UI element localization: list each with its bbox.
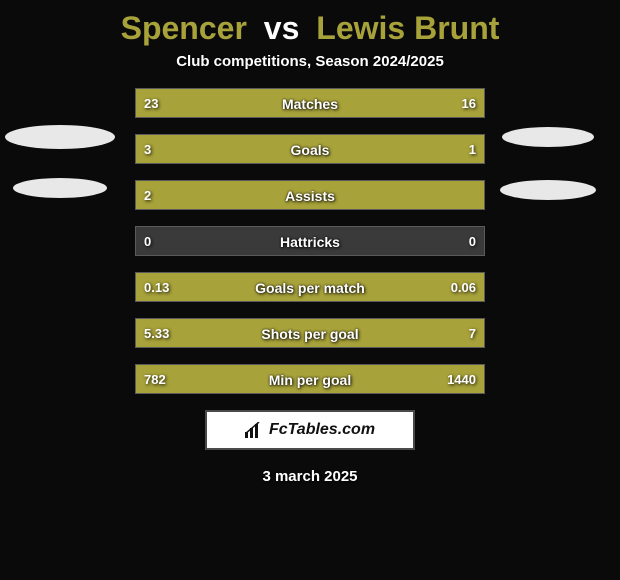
stat-label: Hattricks [136, 227, 484, 257]
stat-label: Goals per match [136, 273, 484, 303]
avatar-placeholder [502, 127, 594, 147]
stat-label: Shots per goal [136, 319, 484, 349]
chart-area: 2316Matches 31Goals 2Assists 00Hattricks 0.1… [0, 88, 620, 394]
subtitle: Club competitions, Season 2024/2025 [0, 53, 620, 88]
stat-row: 2316Matches [135, 88, 485, 118]
player2-name: Lewis Brunt [316, 10, 499, 46]
stat-label: Goals [136, 135, 484, 165]
stat-row: 0.130.06Goals per match [135, 272, 485, 302]
stat-row: 2Assists [135, 180, 485, 210]
avatar-placeholder [500, 180, 596, 200]
date-text: 3 march 2025 [0, 468, 620, 485]
stat-row: 7821440Min per goal [135, 364, 485, 394]
comparison-title: Spencer vs Lewis Brunt [0, 0, 620, 53]
stat-row: 5.337Shots per goal [135, 318, 485, 348]
vs-text: vs [264, 10, 300, 46]
fctables-logo[interactable]: FcTables.com [205, 410, 415, 450]
chart-icon [245, 422, 263, 438]
stat-label: Assists [136, 181, 484, 211]
stat-bars: 2316Matches 31Goals 2Assists 00Hattricks 0.1… [135, 88, 485, 394]
stat-label: Min per goal [136, 365, 484, 395]
logo-text: FcTables.com [269, 421, 375, 439]
player1-name: Spencer [121, 10, 247, 46]
avatar-placeholder [13, 178, 107, 198]
stat-row: 31Goals [135, 134, 485, 164]
stat-row: 00Hattricks [135, 226, 485, 256]
stat-label: Matches [136, 89, 484, 119]
avatar-placeholder [5, 125, 115, 149]
